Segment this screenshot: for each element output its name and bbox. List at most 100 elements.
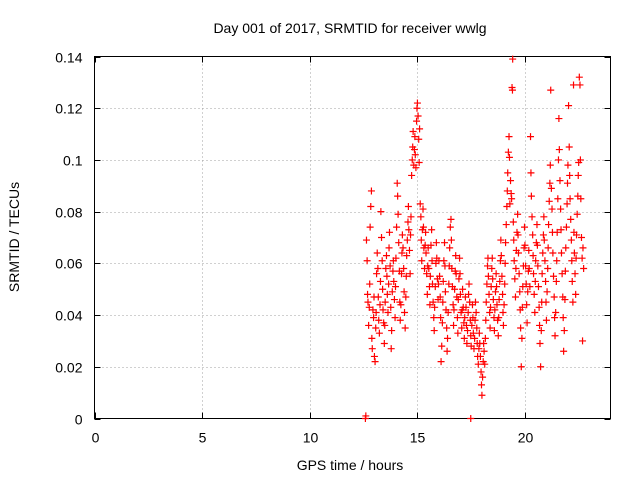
data-point — [496, 257, 504, 265]
data-point — [402, 272, 410, 280]
data-point — [471, 316, 479, 324]
data-point — [572, 254, 580, 262]
data-point — [432, 239, 440, 247]
data-point — [400, 265, 408, 273]
data-point — [566, 171, 574, 179]
data-point — [447, 236, 455, 244]
data-point — [389, 267, 397, 275]
data-point — [559, 314, 567, 322]
data-point — [535, 303, 543, 311]
data-point — [367, 202, 375, 210]
data-point — [523, 319, 531, 327]
data-point — [468, 321, 476, 329]
data-point — [517, 363, 525, 371]
data-point — [510, 257, 518, 265]
data-point — [495, 314, 503, 322]
data-point — [436, 293, 444, 301]
data-point — [482, 298, 490, 306]
data-point — [579, 337, 587, 345]
data-point — [419, 223, 427, 231]
data-point — [405, 246, 413, 254]
data-point — [446, 223, 454, 231]
data-point — [527, 169, 535, 177]
data-point — [546, 161, 554, 169]
data-point — [502, 239, 510, 247]
data-point — [522, 280, 530, 288]
data-point — [524, 288, 532, 296]
data-point — [482, 316, 490, 324]
y-tick-label: 0.1 — [63, 153, 83, 169]
data-point — [422, 228, 430, 236]
data-point — [542, 277, 550, 285]
data-point — [370, 314, 378, 322]
data-point — [560, 347, 568, 355]
data-point — [483, 280, 491, 288]
data-point — [567, 215, 575, 223]
data-point — [412, 164, 420, 172]
data-point — [465, 290, 473, 298]
data-point — [413, 117, 421, 125]
data-point — [451, 285, 459, 293]
data-point — [430, 327, 438, 335]
y-tick-label: 0 — [75, 412, 83, 428]
data-point — [547, 184, 555, 192]
data-point — [530, 270, 538, 278]
data-point — [417, 213, 425, 221]
tick-labels: 0 5 10 15 20 0 0.02 0.04 0.06 0.08 0.1 0.12 0.14 — [55, 50, 533, 446]
data-point — [494, 332, 502, 340]
data-point — [561, 296, 569, 304]
data-point — [477, 368, 485, 376]
data-point — [465, 280, 473, 288]
data-point — [561, 267, 569, 275]
data-point — [463, 340, 471, 348]
data-point — [518, 303, 526, 311]
data-point — [506, 200, 514, 208]
data-point — [567, 236, 575, 244]
data-point — [386, 262, 394, 270]
data-point — [459, 285, 467, 293]
data-point — [478, 381, 485, 389]
data-point — [365, 321, 373, 329]
data-point — [512, 265, 520, 273]
data-point — [380, 340, 388, 348]
data-point — [486, 324, 494, 332]
data-point — [554, 195, 562, 203]
y-tick-label: 0.14 — [55, 50, 82, 66]
data-point — [497, 252, 505, 260]
data-point — [484, 272, 492, 280]
data-point — [529, 252, 537, 260]
data-point — [452, 252, 460, 260]
data-point — [415, 159, 423, 167]
data-point — [556, 177, 564, 185]
data-point — [511, 275, 519, 283]
data-point — [573, 210, 581, 218]
data-point — [469, 329, 477, 337]
data-point — [480, 340, 488, 348]
data-point — [553, 257, 561, 265]
data-point — [548, 205, 556, 213]
data-point — [365, 303, 373, 311]
data-point — [431, 303, 439, 311]
data-point — [579, 244, 587, 252]
data-point — [503, 187, 511, 195]
data-point — [378, 234, 386, 241]
data-point — [379, 306, 387, 314]
data-point — [509, 218, 517, 226]
data-point — [550, 293, 558, 301]
data-point — [533, 221, 541, 229]
data-point — [362, 412, 370, 420]
data-point — [438, 319, 446, 327]
data-point — [472, 308, 480, 316]
data-point — [534, 262, 542, 270]
data-point — [537, 363, 545, 371]
data-point — [527, 133, 535, 141]
data-point — [544, 244, 552, 252]
data-point — [491, 288, 499, 296]
data-point — [394, 192, 402, 200]
data-point — [481, 334, 489, 342]
data-point — [576, 81, 584, 89]
x-tick-label: 20 — [518, 430, 534, 446]
data-point — [410, 146, 418, 154]
data-point — [363, 257, 371, 265]
data-point — [575, 73, 583, 81]
